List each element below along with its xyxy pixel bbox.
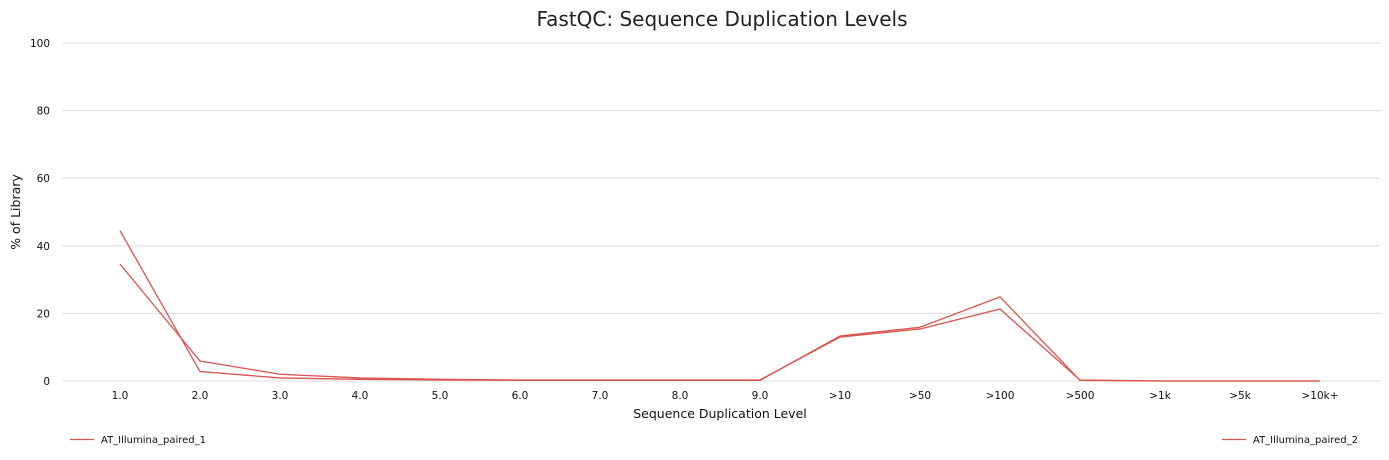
legend: AT_Illumina_paired_1 AT_Illumina_paired_2 xyxy=(70,435,1358,446)
gridlines xyxy=(62,42,1381,382)
x-tick-label: >10k+ xyxy=(1301,390,1338,402)
x-tick-label: >10 xyxy=(829,390,851,402)
y-tick-label: 100 xyxy=(30,38,50,50)
chart-title: FastQC: Sequence Duplication Levels xyxy=(536,7,907,31)
y-axis-ticks: 0 20 40 60 80 100 xyxy=(30,38,50,388)
x-tick-label: >50 xyxy=(909,390,931,402)
x-tick-label: 5.0 xyxy=(432,390,449,402)
y-tick-label: 20 xyxy=(37,308,50,320)
y-tick-label: 80 xyxy=(37,106,50,118)
x-tick-label: 3.0 xyxy=(272,390,289,402)
series-line-2 xyxy=(119,263,1320,382)
x-tick-label: 1.0 xyxy=(112,390,129,402)
series-lines xyxy=(119,230,1320,382)
y-tick-label: 0 xyxy=(43,376,50,388)
x-tick-label: 8.0 xyxy=(672,390,689,402)
x-tick-label: >500 xyxy=(1066,390,1095,402)
x-axis-label: Sequence Duplication Level xyxy=(633,406,807,421)
y-tick-label: 60 xyxy=(37,173,50,185)
x-tick-label: 6.0 xyxy=(512,390,529,402)
x-tick-label: 2.0 xyxy=(192,390,209,402)
y-tick-label: 40 xyxy=(37,241,50,253)
x-tick-label: 7.0 xyxy=(592,390,609,402)
legend-item-1[interactable]: AT_Illumina_paired_1 xyxy=(101,435,206,446)
x-tick-label: 4.0 xyxy=(352,390,369,402)
x-tick-label: >5k xyxy=(1229,390,1251,402)
x-axis-ticks: 1.0 2.0 3.0 4.0 5.0 6.0 7.0 8.0 9.0 >10 >50 >100 >50… xyxy=(112,390,1339,402)
y-axis-label: % of Library xyxy=(8,174,23,250)
x-tick-label: >1k xyxy=(1149,390,1171,402)
x-tick-label: 9.0 xyxy=(752,390,769,402)
x-tick-label: >100 xyxy=(986,390,1015,402)
legend-item-2[interactable]: AT_Illumina_paired_2 xyxy=(1253,435,1358,446)
series-line-1 xyxy=(119,230,1320,382)
